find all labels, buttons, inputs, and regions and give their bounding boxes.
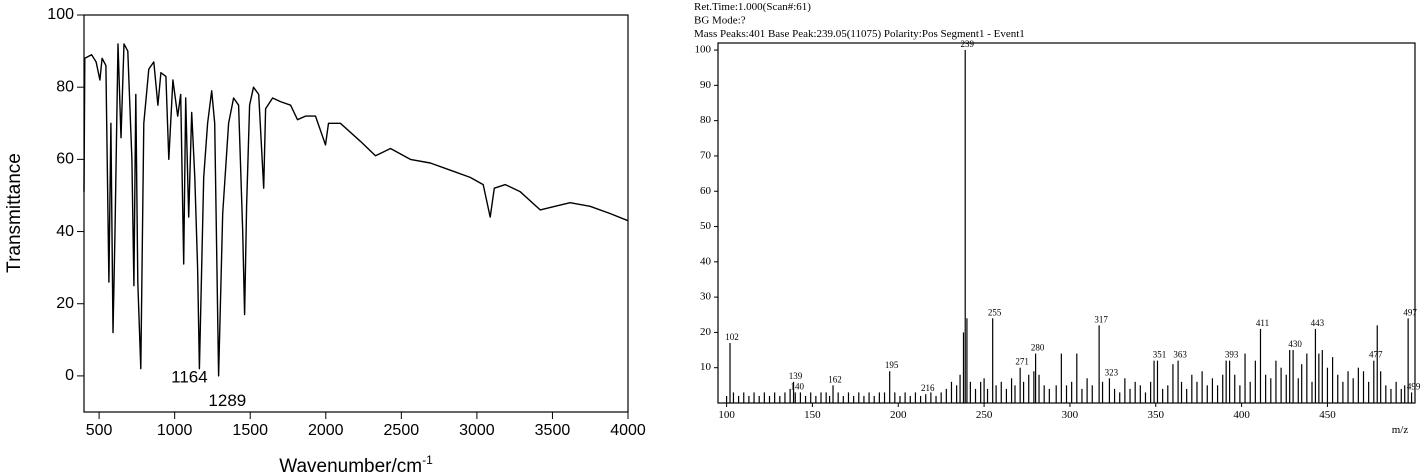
y-tick-label: 100 <box>47 6 74 23</box>
x-tick-label: 350 <box>1148 409 1165 421</box>
peak-label: 430 <box>1288 339 1302 349</box>
y-tick-label: 80 <box>56 78 74 95</box>
x-axis-title-superscript: -1 <box>422 453 433 467</box>
peak-label: 393 <box>1225 350 1239 360</box>
annotation: 1289 <box>208 391 246 410</box>
x-tick-label: 100 <box>718 409 735 421</box>
plot-frame <box>717 42 1416 404</box>
y-tick-label: 10 <box>700 361 712 373</box>
y-tick-label: 70 <box>700 149 712 161</box>
peak-label: 271 <box>1015 357 1029 367</box>
x-axis-title-text: Wavenumber/cm <box>279 456 422 476</box>
y-tick-label: 60 <box>700 185 712 197</box>
x-tick-label: 500 <box>86 422 113 439</box>
peak-label: 411 <box>1256 318 1269 328</box>
peak-label: 477 <box>1369 350 1383 360</box>
peak-label: 499 <box>1407 381 1421 391</box>
y-tick-label: 80 <box>700 114 712 126</box>
x-tick-label: 3000 <box>459 422 495 439</box>
y-axis-title: Transmittance <box>4 153 25 273</box>
x-axis-title: m/z <box>1392 424 1409 436</box>
peak-label: 162 <box>828 374 842 384</box>
peak-label: 255 <box>988 307 1002 317</box>
y-tick-label: 40 <box>700 255 712 267</box>
x-tick-label: 450 <box>1319 409 1336 421</box>
x-axis-title: Wavenumber/cm-1 <box>279 453 433 476</box>
header-line: BG Mode:? <box>694 15 746 27</box>
x-tick-label: 4000 <box>610 422 646 439</box>
x-tick-label: 250 <box>976 409 993 421</box>
annotation: 1164 <box>171 368 208 387</box>
peak-label: 139 <box>789 371 803 381</box>
x-tick-label: 150 <box>804 409 821 421</box>
peak-label: 195 <box>885 360 899 370</box>
peak-label: 497 <box>1403 307 1417 317</box>
header-line: Ret.Time:1.000(Scan#:61) <box>694 1 811 13</box>
peak-label: 351 <box>1153 350 1167 360</box>
peak-label: 363 <box>1173 350 1187 360</box>
peak-label: 102 <box>725 332 739 342</box>
peak-label: 280 <box>1031 343 1045 353</box>
y-tick-label: 90 <box>700 79 712 91</box>
x-tick-label: 200 <box>890 409 907 421</box>
header-line: Mass Peaks:401 Base Peak:239.05(11075) P… <box>694 28 1025 40</box>
spectrum-line <box>83 43 629 377</box>
plot-frame <box>83 14 629 413</box>
x-tick-label: 400 <box>1233 409 1250 421</box>
x-tick-label: 1000 <box>157 422 193 439</box>
x-tick-label: 300 <box>1062 409 1079 421</box>
y-tick-label: 20 <box>700 326 712 338</box>
peak-label: 443 <box>1311 318 1325 328</box>
peak-label: 239 <box>960 39 974 49</box>
y-tick-label: 20 <box>56 295 74 312</box>
y-tick-label: 60 <box>56 151 74 168</box>
x-tick-label: 2500 <box>384 422 420 439</box>
x-tick-label: 1500 <box>232 422 268 439</box>
y-tick-label: 100 <box>695 44 712 56</box>
y-tick-label: 30 <box>700 291 712 303</box>
y-tick-label: 50 <box>700 220 712 232</box>
y-tick-label: 40 <box>56 223 74 240</box>
peak-label: 140 <box>791 381 805 391</box>
peak-label: 317 <box>1094 314 1108 324</box>
peak-label: 216 <box>921 383 935 393</box>
peak-label: 323 <box>1105 367 1119 377</box>
x-tick-label: 3500 <box>535 422 571 439</box>
x-tick-label: 2000 <box>308 422 344 439</box>
y-tick-label: 0 <box>65 367 74 384</box>
